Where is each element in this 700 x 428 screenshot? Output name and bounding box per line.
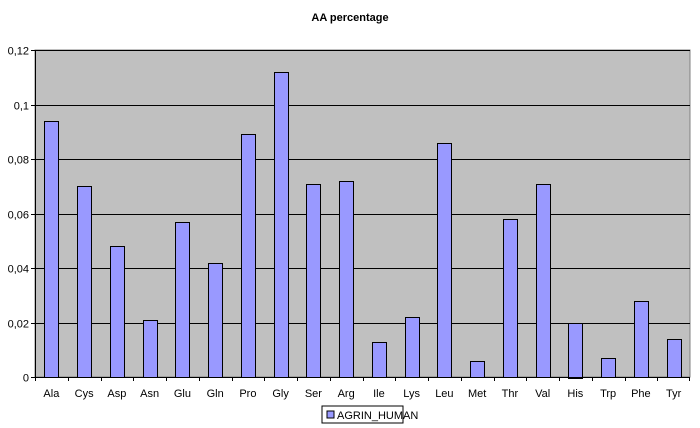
x-tick-label: Thr xyxy=(502,388,519,400)
x-tick-label: His xyxy=(567,388,583,400)
bar-gly xyxy=(274,72,289,378)
bar-met xyxy=(470,361,485,378)
bar-thr xyxy=(503,219,518,378)
x-tick-label: Gly xyxy=(272,388,289,400)
y-tick-label: 0,12 xyxy=(8,46,29,58)
x-tick-label: Asn xyxy=(140,388,159,400)
x-tick-label: Met xyxy=(468,388,486,400)
x-tick-label: Phe xyxy=(631,388,651,400)
x-tick-label: Pro xyxy=(239,388,256,400)
y-tick-label: 0,02 xyxy=(8,319,29,331)
bar-ala xyxy=(44,121,59,378)
bar-arg xyxy=(339,181,354,378)
chart-title: AA percentage xyxy=(311,12,388,24)
x-tick-label: Ser xyxy=(305,388,322,400)
y-tick-label: 0,04 xyxy=(8,264,29,276)
bar-ser xyxy=(306,184,321,378)
y-tick-label: 0 xyxy=(23,373,29,385)
bar-cys xyxy=(77,186,92,378)
bar-pro xyxy=(241,134,256,378)
bar-asn xyxy=(143,320,158,378)
x-tick-label: Lys xyxy=(403,388,420,400)
x-tick-label: Tyr xyxy=(666,388,682,400)
bar-lys xyxy=(405,317,420,378)
x-tick-label: Ala xyxy=(43,388,60,400)
x-tick-label: Val xyxy=(535,388,550,400)
x-tick-label: Leu xyxy=(435,388,453,400)
y-tick-label: 0,06 xyxy=(8,210,29,222)
x-tick-label: Asp xyxy=(107,388,126,400)
bar-glu xyxy=(175,222,190,378)
x-tick-label: Cys xyxy=(75,388,94,400)
legend-box xyxy=(321,405,404,424)
x-axis: Ala Cys Asp Asn Glu Gln Pro Gly Ser Arg Ile Lys Leu M… xyxy=(35,377,690,400)
legend-label: AGRIN_HUMAN xyxy=(337,410,418,422)
bar-phe xyxy=(634,301,649,378)
bar-gln xyxy=(208,263,223,378)
bar-tyr xyxy=(667,339,682,378)
plot-area xyxy=(34,49,691,379)
bar-leu xyxy=(437,143,452,378)
bar-ile xyxy=(372,342,387,378)
plot-background xyxy=(34,49,691,378)
x-tick-label: Glu xyxy=(174,388,191,400)
x-tick-label: Arg xyxy=(338,388,355,400)
x-tick-label: Ile xyxy=(373,388,385,400)
y-axis: 0 0,02 0,04 0,06 0,08 0,1 0,12 xyxy=(8,46,36,385)
y-tick-label: 0,08 xyxy=(8,155,29,167)
y-tick-label: 0,1 xyxy=(14,101,29,113)
bar-val xyxy=(536,184,551,378)
x-tick-label: Gln xyxy=(207,388,224,400)
legend: AGRIN_HUMAN xyxy=(321,405,418,424)
x-tick-label: Trp xyxy=(600,388,616,400)
bar-his xyxy=(568,323,583,379)
legend-swatch xyxy=(326,410,335,419)
bar-asp xyxy=(110,246,125,378)
bar-trp xyxy=(601,358,616,378)
